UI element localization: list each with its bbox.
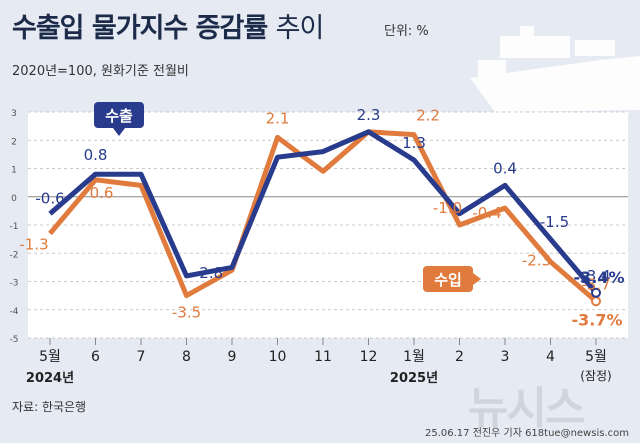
data-label: 1.3 (402, 134, 426, 152)
x-tick-label: 8 (182, 349, 191, 365)
legend-label-export: 수출 (105, 107, 133, 125)
data-label: 0.6 (90, 184, 114, 202)
data-label: -3.7 (581, 275, 610, 293)
y-tick-label: 0 (11, 194, 17, 204)
x-tick-label: 3 (501, 349, 510, 365)
provisional-note: (잠정) (580, 369, 611, 383)
legend-pointer-export (113, 128, 125, 136)
data-label: -2.8 (194, 264, 223, 282)
data-label: -1.0 (433, 199, 462, 217)
x-tick-label: 1월 (403, 349, 425, 365)
y-tick-label: -5 (10, 335, 19, 345)
y-tick-label: -1 (10, 222, 19, 232)
page-title: 수출입 물가지수 증감률 추이 (12, 6, 325, 45)
y-tick-label: 3 (11, 109, 17, 119)
legend-pointer-import (473, 273, 481, 285)
credit-note: 25.06.17 전진우 기자 618tue@newsis.com (425, 428, 629, 439)
last-value-import: -3.7% (571, 310, 622, 329)
x-tick-label: 2 (455, 349, 464, 365)
data-label: -0.6 (35, 190, 64, 208)
x-tick-label: 10 (269, 349, 287, 365)
x-tick-label: 5월 (39, 349, 61, 365)
series-line-import (48, 129, 598, 304)
data-label: 2.1 (266, 109, 290, 127)
title-main: 수출입 물가지수 증감률 (12, 13, 268, 44)
data-label: 2.3 (357, 106, 381, 124)
x-tick-label: 4 (546, 349, 555, 365)
data-label: 2.2 (416, 107, 440, 125)
year-label: 2025년 (390, 371, 438, 386)
unit-label: 단위: % (384, 24, 429, 39)
y-tick-label: -3 (10, 279, 19, 289)
series-line-export (48, 129, 598, 295)
year-label: 2024년 (26, 371, 74, 386)
x-tick-label: 6 (91, 349, 100, 365)
x-tick-label: 5월 (585, 349, 607, 365)
data-label: -3.5 (172, 304, 201, 322)
last-point-marker (591, 296, 601, 307)
legend-box-export (94, 102, 144, 128)
source-note: 자료: 한국은행 (12, 400, 87, 414)
legend-box-import (423, 266, 473, 292)
data-label: -2.3 (522, 252, 551, 270)
last-value-export: -3.4% (573, 268, 624, 287)
data-label: -1.3 (19, 235, 48, 253)
data-label: 0.8 (84, 146, 108, 164)
data-label: -0.4 (472, 204, 501, 222)
data-label: -3.4 (581, 267, 610, 285)
legend-label-import: 수입 (434, 271, 462, 289)
x-tick-label: 7 (137, 349, 146, 365)
x-tick-label: 11 (314, 349, 332, 365)
y-tick-label: -2 (10, 250, 19, 260)
data-label: -1.5 (540, 213, 569, 231)
x-tick-label: 9 (228, 349, 237, 365)
watermark: 뉴시스 (468, 383, 585, 434)
x-tick-label: 12 (360, 349, 378, 365)
y-tick-label: 1 (11, 166, 17, 176)
data-label: 0.4 (493, 159, 517, 177)
y-tick-label: -4 (10, 307, 19, 317)
base-note: 2020년=100, 원화기준 전월비 (12, 64, 189, 79)
y-tick-label: 2 (11, 137, 17, 147)
title-sub: 추이 (275, 13, 325, 44)
last-point-marker (591, 287, 601, 298)
